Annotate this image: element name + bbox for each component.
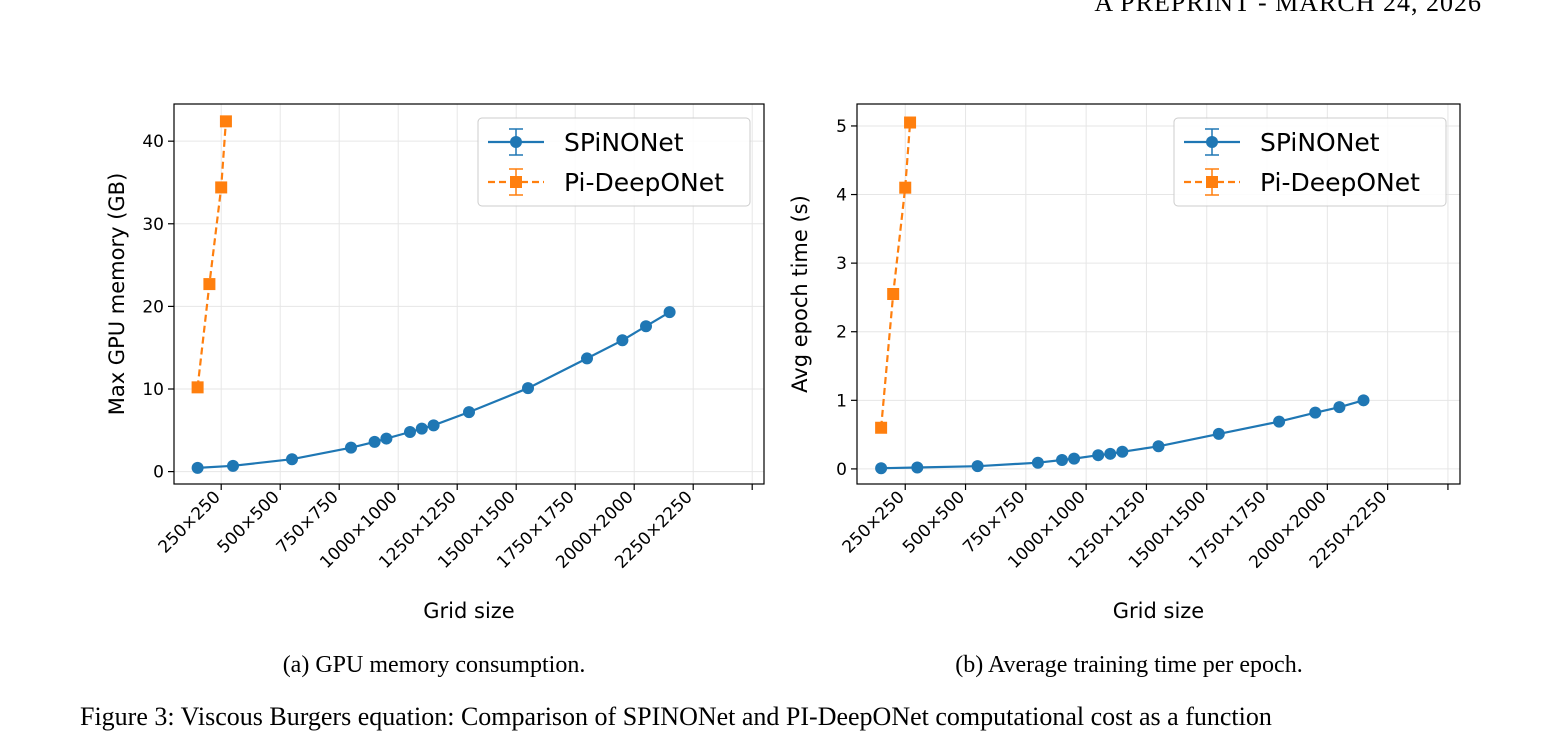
data-point-spinonet <box>1309 406 1322 419</box>
legend-marker <box>510 176 522 188</box>
chart-epoch-time: 012345250×250500×500750×7501000×10001250… <box>788 103 1461 623</box>
x-tick-label: 500×500 <box>899 487 969 557</box>
x-axis-label: Grid size <box>1113 599 1204 623</box>
legend-box <box>1173 117 1447 207</box>
legend-label-spinonet: SPiNONet <box>1260 128 1380 157</box>
y-tick-label: 30 <box>142 215 164 235</box>
series-line-pi-deeponet <box>880 122 912 428</box>
running-header: A PREPRINT - MARCH 24, 2026 <box>1094 0 1482 17</box>
chart-gpu-memory: 010203040250×250500×500750×7501000×10001… <box>105 103 765 623</box>
legend-label-pi-deeponet: Pi-DeepONet <box>564 168 724 197</box>
data-point-pi-deeponet <box>904 116 917 129</box>
data-point-spinonet <box>286 453 298 466</box>
data-point-spinonet <box>1333 401 1346 414</box>
y-tick-label: 0 <box>836 460 847 480</box>
data-point-spinonet <box>640 320 652 333</box>
x-axis-label: Grid size <box>423 599 514 623</box>
legend-marker <box>510 136 522 148</box>
data-point-spinonet <box>1152 440 1165 453</box>
x-tick-label: 250×250 <box>155 487 225 557</box>
y-tick-label: 20 <box>142 297 164 317</box>
y-tick-label: 1 <box>836 391 847 411</box>
data-point-pi-deeponet <box>215 181 228 194</box>
data-point-spinonet <box>911 461 924 474</box>
data-point-spinonet <box>427 419 440 432</box>
legend: SPiNONet Pi-DeepONet <box>1173 117 1447 207</box>
legend-label-pi-deeponet: Pi-DeepONet <box>1260 168 1420 197</box>
figure-canvas: 010203040250×250500×500750×7501000×10001… <box>105 103 1461 623</box>
data-point-spinonet <box>616 334 629 347</box>
data-point-spinonet <box>1092 449 1105 462</box>
legend-marker <box>1206 176 1218 188</box>
data-point-spinonet <box>1273 415 1286 428</box>
data-point-spinonet <box>227 459 239 472</box>
y-axis-label: Max GPU memory (GB) <box>105 173 129 416</box>
data-point-spinonet <box>971 460 984 473</box>
series-line-spinonet <box>197 311 671 469</box>
y-tick-label: 10 <box>142 380 164 400</box>
data-point-pi-deeponet <box>887 288 900 300</box>
x-tick-label: 500×500 <box>214 487 284 557</box>
legend-marker <box>1206 136 1218 148</box>
data-point-spinonet <box>581 352 593 365</box>
figure-caption: Figure 3: Viscous Burgers equation: Comp… <box>80 702 1272 731</box>
series-line-spinonet <box>881 399 1364 470</box>
data-point-spinonet <box>404 425 416 438</box>
data-point-spinonet <box>1212 427 1225 440</box>
legend-box <box>477 117 751 207</box>
y-tick-label: 40 <box>142 132 164 152</box>
caption-b: (b) Average training time per epoch. <box>955 652 1303 678</box>
legend-label-spinonet: SPiNONet <box>564 128 684 157</box>
plot-frame <box>856 103 1461 485</box>
y-tick-label: 0 <box>153 463 164 483</box>
plot-frame <box>173 103 765 485</box>
data-point-spinonet <box>663 306 676 319</box>
data-point-spinonet <box>368 435 381 448</box>
y-axis-label: Avg epoch time (s) <box>788 195 812 393</box>
data-point-spinonet <box>875 462 888 475</box>
caption-a: (a) GPU memory consumption. <box>282 652 586 678</box>
data-point-spinonet <box>345 441 357 454</box>
data-point-spinonet <box>1357 394 1370 407</box>
data-point-pi-deeponet <box>203 278 216 291</box>
data-point-spinonet <box>380 432 393 445</box>
data-point-spinonet <box>191 461 204 474</box>
data-point-spinonet <box>1116 445 1129 458</box>
data-point-spinonet <box>1068 452 1081 465</box>
data-point-pi-deeponet <box>191 381 204 394</box>
data-point-spinonet <box>1056 453 1069 466</box>
data-point-pi-deeponet <box>899 181 912 194</box>
y-tick-label: 4 <box>836 186 847 206</box>
data-point-pi-deeponet <box>219 115 232 128</box>
data-point-spinonet <box>522 382 534 395</box>
series-line-pi-deeponet <box>196 121 227 388</box>
data-point-pi-deeponet <box>875 421 888 434</box>
data-point-spinonet <box>1031 456 1044 469</box>
x-tick-label: 250×250 <box>839 487 909 557</box>
y-tick-label: 5 <box>836 117 847 137</box>
data-point-spinonet <box>1104 447 1117 460</box>
data-point-spinonet <box>415 422 428 435</box>
y-tick-label: 3 <box>836 254 847 274</box>
legend: SPiNONet Pi-DeepONet <box>477 117 751 207</box>
y-tick-label: 2 <box>836 323 847 343</box>
data-point-spinonet <box>463 406 475 419</box>
